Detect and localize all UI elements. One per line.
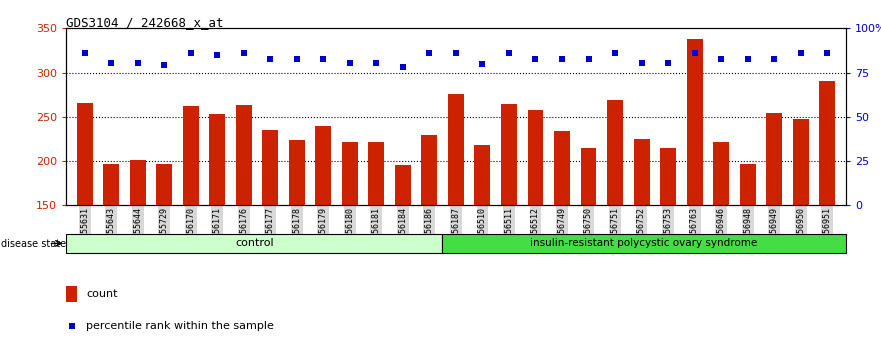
Bar xyxy=(442,234,846,253)
Point xyxy=(290,57,304,62)
Bar xyxy=(77,103,93,205)
Point xyxy=(237,50,251,56)
Bar xyxy=(713,142,729,205)
Bar xyxy=(368,142,384,205)
Bar xyxy=(766,113,782,205)
Bar xyxy=(581,148,596,205)
Point xyxy=(714,57,729,62)
Text: count: count xyxy=(86,289,117,299)
Point xyxy=(767,57,781,62)
Point xyxy=(422,50,436,56)
Bar xyxy=(210,114,226,205)
Bar xyxy=(130,160,145,205)
Point xyxy=(502,50,516,56)
Point xyxy=(157,63,171,68)
Point xyxy=(741,57,755,62)
Point xyxy=(555,57,569,62)
Bar xyxy=(475,145,491,205)
Bar xyxy=(501,103,517,205)
Point xyxy=(661,60,675,66)
Point xyxy=(263,57,278,62)
Point xyxy=(64,323,78,329)
Bar xyxy=(633,139,649,205)
Bar xyxy=(740,164,756,205)
Point xyxy=(78,50,92,56)
Bar xyxy=(236,105,252,205)
Bar xyxy=(342,142,358,205)
Point xyxy=(369,60,383,66)
Bar xyxy=(819,80,835,205)
Point xyxy=(130,60,144,66)
Bar xyxy=(421,135,437,205)
Point xyxy=(343,60,357,66)
Bar xyxy=(395,165,411,205)
Point xyxy=(687,50,701,56)
Bar xyxy=(660,148,676,205)
Point xyxy=(820,50,834,56)
Bar xyxy=(315,126,331,205)
Bar xyxy=(554,131,570,205)
Bar xyxy=(66,286,78,302)
Text: percentile rank within the sample: percentile rank within the sample xyxy=(86,321,274,331)
Point xyxy=(104,60,118,66)
Text: disease state: disease state xyxy=(1,239,66,249)
Bar xyxy=(686,39,702,205)
Text: GDS3104 / 242668_x_at: GDS3104 / 242668_x_at xyxy=(66,16,224,29)
Point xyxy=(448,50,463,56)
Point xyxy=(608,50,622,56)
Text: control: control xyxy=(235,238,274,249)
Point xyxy=(211,52,225,58)
Bar xyxy=(66,234,442,253)
Bar xyxy=(156,164,172,205)
Bar xyxy=(448,94,464,205)
Point xyxy=(581,57,596,62)
Text: insulin-resistant polycystic ovary syndrome: insulin-resistant polycystic ovary syndr… xyxy=(530,238,758,249)
Point xyxy=(529,57,543,62)
Bar xyxy=(103,164,119,205)
Bar xyxy=(182,106,199,205)
Bar xyxy=(263,130,278,205)
Point xyxy=(183,50,197,56)
Point xyxy=(634,60,648,66)
Bar xyxy=(607,100,623,205)
Point xyxy=(476,61,490,67)
Bar xyxy=(528,110,544,205)
Bar xyxy=(289,140,305,205)
Bar xyxy=(793,119,809,205)
Point xyxy=(396,64,410,70)
Point xyxy=(316,57,330,62)
Point xyxy=(794,50,808,56)
